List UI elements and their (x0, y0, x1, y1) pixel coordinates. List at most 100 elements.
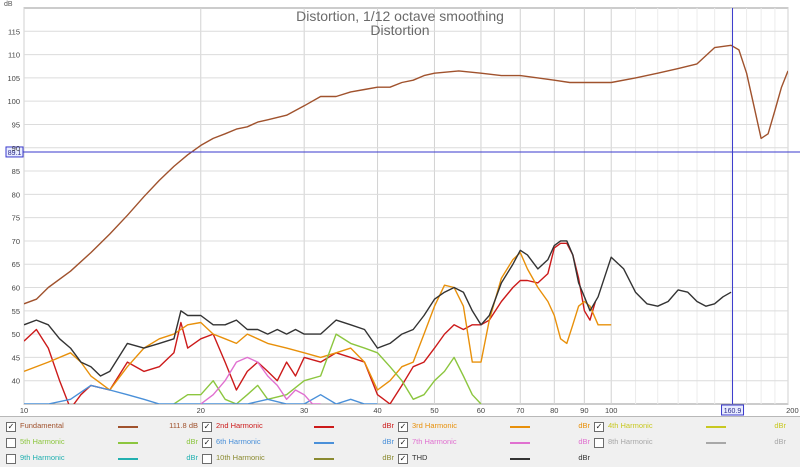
y-tick-label: 45 (12, 353, 20, 362)
legend-checkbox[interactable]: ✓ (6, 422, 16, 432)
legend-item-thd: ✓ THD dBr (398, 453, 590, 465)
legend-value: dBr (186, 437, 198, 446)
legend-swatch (314, 442, 334, 444)
cursor-y-label: 89.1 (8, 150, 22, 157)
series-line-2nd-harmonic (24, 242, 597, 404)
legend-label: THD (412, 453, 428, 462)
y-tick-label: 100 (7, 97, 20, 106)
y-tick-label: 75 (12, 214, 20, 223)
legend-swatch (118, 458, 138, 460)
y-tick-label: 110 (8, 51, 20, 60)
legend-item-4th-harmonic: ✓ 4th Harmonic dBr (594, 421, 786, 433)
series-line-6th-harmonic (24, 384, 378, 404)
cursor-layer[interactable]: 89.1 160.9 (5, 8, 800, 416)
y-axis-unit-label: dB (4, 1, 13, 8)
legend-value: 111.8 dB (169, 421, 198, 430)
y-tick-label: 55 (12, 307, 20, 316)
legend-value: dBr (382, 453, 394, 462)
axis-labels: 40 45 50 55 60 65 70 75 80 85 90 95 100 105 110 115 10 20… (7, 27, 800, 415)
y-tick-label: 90 (12, 144, 20, 153)
y-tick-label: 115 (8, 27, 20, 36)
legend-swatch (510, 426, 530, 428)
legend-value: dBr (382, 437, 394, 446)
legend-label: 10th Harmonic (216, 453, 265, 462)
legend-checkbox[interactable]: ✓ (398, 454, 408, 464)
y-tick-label: 60 (12, 284, 20, 293)
series-line-3rd-harmonic (24, 251, 612, 391)
cursor-x-label: 160.9 (724, 408, 742, 415)
x-tick-label: 20 (197, 406, 205, 415)
legend-checkbox[interactable]: ✓ (398, 438, 408, 448)
legend-swatch (510, 458, 530, 460)
legend-checkbox[interactable]: ✓ (398, 422, 408, 432)
legend-checkbox[interactable] (6, 454, 16, 464)
legend-swatch (706, 426, 726, 428)
y-tick-label: 95 (12, 120, 20, 129)
cursor-y-badge (5, 146, 24, 158)
x-tick-label: 100 (605, 406, 618, 415)
x-tick-label: 30 (300, 406, 308, 415)
legend-label: 3rd Harmonic (412, 421, 458, 430)
series-line-5th-harmonic (173, 333, 482, 404)
legend-label: Fundamental (20, 421, 64, 430)
y-tick-label: 40 (12, 377, 20, 386)
legend-checkbox[interactable] (594, 438, 604, 448)
legend-item-7th-harmonic: ✓ 7th Harmonic dBr (398, 437, 590, 449)
legend-item-6th-harmonic: ✓ 6th Harmonic dBr (202, 437, 394, 449)
legend-label: 5th Harmonic (20, 437, 65, 446)
series-line-7th-harmonic (200, 356, 321, 404)
legend-swatch (706, 442, 726, 444)
x-tick-label: 70 (516, 406, 524, 415)
chart-title: Distortion, 1/12 octave smoothing (296, 8, 504, 24)
legend-item-fundamental: ✓ Fundamental 111.8 dB (6, 421, 198, 433)
chart-subtitle: Distortion (370, 22, 429, 38)
legend-item-8th-harmonic: 8th Harmonic dBr (594, 437, 786, 449)
legend-value: dBr (774, 437, 786, 446)
y-tick-label: 50 (12, 330, 20, 339)
legend-checkbox[interactable]: ✓ (594, 422, 604, 432)
legend-item-10th-harmonic: 10th Harmonic dBr (202, 453, 394, 465)
legend-checkbox[interactable]: ✓ (202, 422, 212, 432)
legend-label: 4th Harmonic (608, 421, 653, 430)
legend-item-3rd-harmonic: ✓ 3rd Harmonic dBr (398, 421, 590, 433)
y-tick-label: 85 (12, 167, 20, 176)
plot-background (23, 7, 789, 405)
legend-checkbox[interactable]: ✓ (202, 438, 212, 448)
legend-value: dBr (186, 453, 198, 462)
legend: ✓ Fundamental 111.8 dB ✓ 2nd Harmonic dBr ✓ 3rd… (0, 416, 800, 467)
legend-label: 2nd Harmonic (216, 421, 263, 430)
x-tick-label: 40 (373, 406, 381, 415)
legend-item-2nd-harmonic: ✓ 2nd Harmonic dBr (202, 421, 394, 433)
legend-item-5th-harmonic: 5th Harmonic dBr (6, 437, 198, 449)
legend-value: dBr (578, 421, 590, 430)
legend-swatch (314, 426, 334, 428)
legend-value: dBr (578, 437, 590, 446)
x-tick-label: 80 (550, 406, 558, 415)
legend-swatch (314, 458, 334, 460)
legend-value: dBr (774, 421, 786, 430)
x-tick-label: 10 (20, 406, 28, 415)
x-tick-label: 60 (477, 406, 485, 415)
series-line-thd (24, 240, 732, 377)
y-tick-label: 70 (12, 237, 20, 246)
cursor-x-badge (721, 404, 745, 416)
x-tick-label: 50 (430, 406, 438, 415)
legend-label: 8th Harmonic (608, 437, 653, 446)
y-tick-label: 65 (12, 260, 20, 269)
x-tick-label: 90 (580, 406, 588, 415)
legend-item-9th-harmonic: 9th Harmonic dBr (6, 453, 198, 465)
legend-swatch (118, 442, 138, 444)
legend-swatch (118, 426, 138, 428)
legend-label: 7th Harmonic (412, 437, 457, 446)
grid (23, 8, 789, 404)
legend-label: 6th Harmonic (216, 437, 261, 446)
legend-swatch (510, 442, 530, 444)
series-layer (24, 44, 788, 404)
legend-checkbox[interactable] (202, 454, 212, 464)
legend-checkbox[interactable] (6, 438, 16, 448)
legend-value: dBr (578, 453, 590, 462)
x-tick-label: 200 Hz (786, 406, 800, 415)
y-tick-label: 105 (7, 74, 20, 83)
series-line-fundamental (24, 44, 788, 305)
